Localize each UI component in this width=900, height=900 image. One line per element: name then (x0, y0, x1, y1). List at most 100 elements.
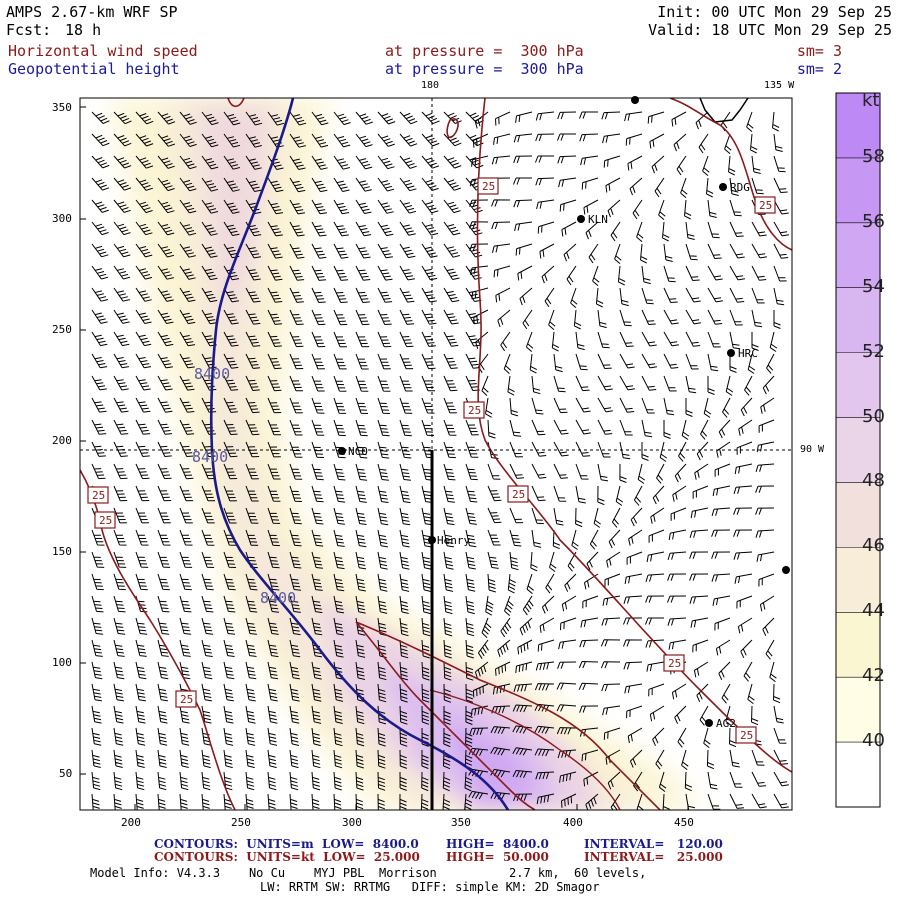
wind-barb (619, 463, 627, 483)
wind-barb (355, 133, 373, 148)
wind-barb (624, 573, 643, 584)
wind-barb (113, 617, 126, 635)
wind-barb (773, 727, 787, 744)
wind-barb (135, 727, 146, 746)
wind-barb (645, 595, 665, 603)
wind-barb (157, 793, 166, 810)
wind-barb (718, 661, 731, 681)
wind-barb (223, 705, 234, 724)
wind-barb (245, 243, 261, 259)
wind-barb (465, 507, 477, 525)
wind-barb (522, 595, 534, 616)
wind-barb (113, 177, 132, 191)
wind-barb (640, 243, 648, 264)
wind-barb (487, 463, 501, 480)
wind-barb (689, 573, 709, 581)
wind-barb (223, 133, 241, 148)
wind-barb (603, 155, 621, 168)
wind-barb (715, 639, 731, 656)
wind-barb (729, 177, 739, 196)
wind-barb (267, 177, 284, 193)
wind-barb (289, 111, 307, 126)
wind-barb (223, 485, 237, 502)
wind-barb (655, 749, 665, 770)
wind-barb (223, 551, 237, 568)
wind-barb (773, 705, 784, 724)
wind-barb (201, 595, 214, 613)
wind-barb (641, 419, 653, 438)
wind-barb (91, 353, 108, 369)
wind-barb (773, 287, 785, 306)
wind-barb (443, 287, 460, 303)
wind-barb (377, 793, 385, 810)
wind-barb (289, 639, 301, 658)
wind-barb (658, 771, 667, 792)
wind-barb (729, 309, 743, 326)
wind-barb (267, 749, 277, 769)
wind-barb (654, 177, 665, 198)
wind-barb (135, 111, 154, 125)
wind-barb (623, 595, 643, 604)
wind-barb (311, 221, 327, 237)
wind-barb (311, 749, 321, 769)
wind-barb (578, 661, 599, 669)
wind-barb (700, 419, 709, 440)
wind-barb (581, 749, 599, 762)
wind-barb (465, 485, 478, 503)
wind-barb (157, 155, 175, 169)
wind-barb (464, 771, 473, 792)
wind-barb (311, 375, 325, 392)
wind-barb (773, 265, 787, 282)
wind-barb (289, 353, 304, 370)
wind-barb (575, 463, 589, 480)
wind-barb (645, 617, 664, 625)
wind-barb (751, 309, 763, 328)
wind-barb (245, 287, 261, 303)
wind-barb (534, 748, 555, 757)
wind-barb (548, 309, 556, 330)
wind-barb (583, 771, 599, 787)
wind-barb (563, 243, 577, 262)
wind-barb (245, 507, 259, 524)
wind-barb (509, 419, 522, 437)
wind-barb (721, 683, 731, 704)
y-tick-label: 250 (52, 323, 72, 336)
wind-barb (681, 749, 689, 770)
wind-barb (667, 617, 687, 626)
wind-barb (443, 309, 459, 325)
wind-barb (201, 221, 218, 236)
wind-barb (179, 485, 194, 502)
wind-barb (714, 617, 731, 631)
wind-barb (589, 529, 599, 550)
wind-barb (91, 243, 109, 258)
wind-barb (399, 331, 414, 348)
wind-barb (91, 331, 108, 347)
wind-barb (557, 749, 577, 759)
wind-barb (580, 155, 599, 166)
wind-barb (157, 111, 176, 125)
wind-barb (751, 243, 767, 259)
wind-barb (333, 683, 344, 702)
wind-barb (490, 726, 511, 735)
isotach-label: 25 (468, 404, 482, 417)
wind-barb (751, 221, 767, 237)
wind-barb (157, 441, 172, 457)
wind-barb (267, 639, 279, 658)
wind-barb (696, 441, 709, 461)
wind-barb (135, 507, 149, 524)
wind-barb (311, 155, 328, 170)
wind-barb (223, 177, 240, 192)
wind-barb (267, 705, 278, 724)
wind-barb (399, 661, 409, 681)
wind-barb (614, 243, 622, 264)
wind-barb (399, 309, 415, 325)
wind-barb (465, 573, 476, 592)
wind-barb (157, 463, 172, 480)
wind-barb (377, 485, 389, 503)
wind-barb (289, 573, 302, 591)
wind-barb (91, 749, 101, 768)
wind-barb (421, 617, 431, 637)
wind-barb (311, 309, 326, 326)
colorbar-tick-label: 48 (862, 470, 885, 492)
wind-barb (113, 705, 124, 724)
